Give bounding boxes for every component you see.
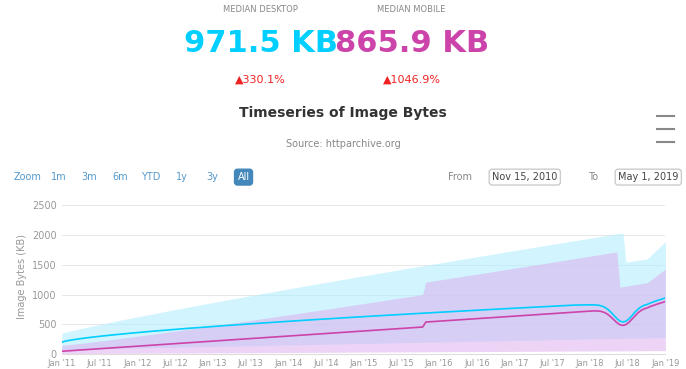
Text: ▲1046.9%: ▲1046.9% — [383, 75, 440, 85]
Text: May 1, 2019: May 1, 2019 — [618, 172, 678, 182]
Text: From: From — [448, 172, 471, 182]
Text: Zoom: Zoom — [14, 172, 41, 182]
Text: 971.5 KB: 971.5 KB — [184, 29, 338, 58]
Text: Timeseries of Image Bytes: Timeseries of Image Bytes — [239, 106, 447, 120]
Text: 865.9 KB: 865.9 KB — [335, 29, 488, 58]
Text: 1y: 1y — [176, 172, 188, 182]
Text: MEDIAN DESKTOP: MEDIAN DESKTOP — [223, 5, 298, 14]
Text: MEDIAN MOBILE: MEDIAN MOBILE — [377, 5, 446, 14]
Text: Nov 15, 2010: Nov 15, 2010 — [492, 172, 558, 182]
Text: 3m: 3m — [82, 172, 97, 182]
Text: 6m: 6m — [113, 172, 128, 182]
Text: All: All — [237, 172, 250, 182]
Y-axis label: Image Bytes (KB): Image Bytes (KB) — [16, 234, 27, 319]
Text: YTD: YTD — [141, 172, 161, 182]
Text: To: To — [589, 172, 598, 182]
Text: Source: httparchive.org: Source: httparchive.org — [285, 139, 401, 149]
Text: 1m: 1m — [51, 172, 66, 182]
Text: ▲330.1%: ▲330.1% — [235, 75, 286, 85]
Text: 3y: 3y — [206, 172, 219, 182]
